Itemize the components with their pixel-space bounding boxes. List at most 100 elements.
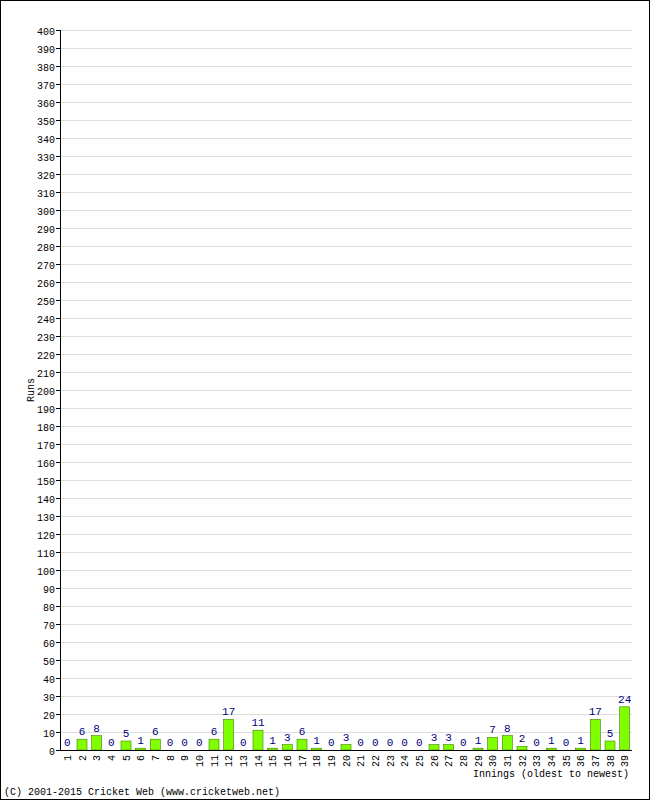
y-tick-label: 160 [37,459,55,470]
tick-mark [56,300,60,301]
bar [576,748,586,750]
tick-mark [56,732,60,733]
bar [165,750,175,751]
data-label: 8 [93,723,100,735]
y-tick-label: 360 [37,99,55,110]
grid-line [60,390,632,391]
tick-mark [56,624,60,625]
grid-line [60,444,632,445]
grid-line [60,408,632,409]
tick-mark [56,282,60,283]
x-tick-label: 23 [386,755,397,767]
bar [268,748,278,750]
x-tick-label: 6 [136,755,147,761]
grid-line [60,318,632,319]
bar [370,750,380,751]
grid-line [60,246,632,247]
y-tick-label: 310 [37,189,55,200]
data-label: 0 [108,737,115,749]
tick-mark [56,426,60,427]
tick-mark [56,462,60,463]
x-tick-label: 34 [547,755,558,767]
bar [180,750,190,751]
y-tick-label: 70 [43,621,55,632]
bar [546,748,556,750]
tick-mark [56,678,60,679]
grid-line [60,156,632,157]
tick-mark [56,516,60,517]
y-tick-label: 340 [37,135,55,146]
bar [77,739,87,750]
data-label: 5 [607,728,614,740]
x-tick-label: 13 [239,755,250,767]
x-tick-label: 27 [444,755,455,767]
y-tick-label: 10 [43,729,55,740]
data-label: 0 [328,737,335,749]
annotation: (C) 2001-2015 Cricket Web (www.cricketwe… [4,787,280,798]
data-label: 3 [284,732,291,744]
x-tick-label: 5 [122,755,133,761]
bar [253,730,263,750]
grid-line [60,642,632,643]
y-tick-label: 200 [37,387,55,398]
data-label: 3 [431,732,438,744]
x-tick-label: 30 [488,755,499,767]
bar [224,719,234,750]
x-tick-label: 21 [356,755,367,767]
y-tick-label: 120 [37,531,55,542]
tick-mark [56,228,60,229]
y-tick-label: 270 [37,261,55,272]
data-label: 0 [416,737,423,749]
tick-mark [56,30,60,31]
bar [238,750,248,751]
data-label: 0 [387,737,394,749]
bar [136,748,146,750]
x-tick-label: 1 [63,755,74,761]
x-tick-label: 28 [459,755,470,767]
tick-mark [56,156,60,157]
y-tick-label: 140 [37,495,55,506]
grid-line [60,66,632,67]
bar [194,750,204,751]
x-tick-label: 38 [606,755,617,767]
tick-mark [56,174,60,175]
y-tick-label: 0 [49,747,55,758]
bar [532,750,542,751]
data-label: 1 [137,735,144,747]
tick-mark [56,210,60,211]
x-tick-label: 8 [166,755,177,761]
y-tick-label: 390 [37,45,55,56]
grid-line [60,552,632,553]
data-label: 7 [489,724,496,736]
tick-mark [56,588,60,589]
y-tick-label: 290 [37,225,55,236]
x-tick-label: 20 [342,755,353,767]
data-label: 11 [251,717,265,729]
bar [620,707,630,750]
data-label: 0 [533,737,540,749]
grid-line [60,336,632,337]
x-tick-label: 16 [283,755,294,767]
data-label: 1 [313,735,320,747]
data-label: 0 [460,737,467,749]
x-tick-label: 14 [254,755,265,767]
y-tick-label: 300 [37,207,55,218]
y-tick-label: 40 [43,675,55,686]
y-tick-label: 260 [37,279,55,290]
y-tick-label: 210 [37,369,55,380]
data-label: 0 [167,737,174,749]
data-label: 6 [152,726,159,738]
tick-mark [56,390,60,391]
bar [312,748,322,750]
data-label: 5 [123,728,130,740]
x-tick-label: 29 [474,755,485,767]
y-tick-label: 130 [37,513,55,524]
grid-line [60,84,632,85]
x-tick-label: 4 [107,755,118,761]
x-axis [60,750,632,751]
x-tick-label: 19 [327,755,338,767]
tick-mark [56,714,60,715]
x-tick-label: 36 [576,755,587,767]
x-axis-label: Innings (oldest to newest) [473,769,629,780]
grid-line [60,606,632,607]
